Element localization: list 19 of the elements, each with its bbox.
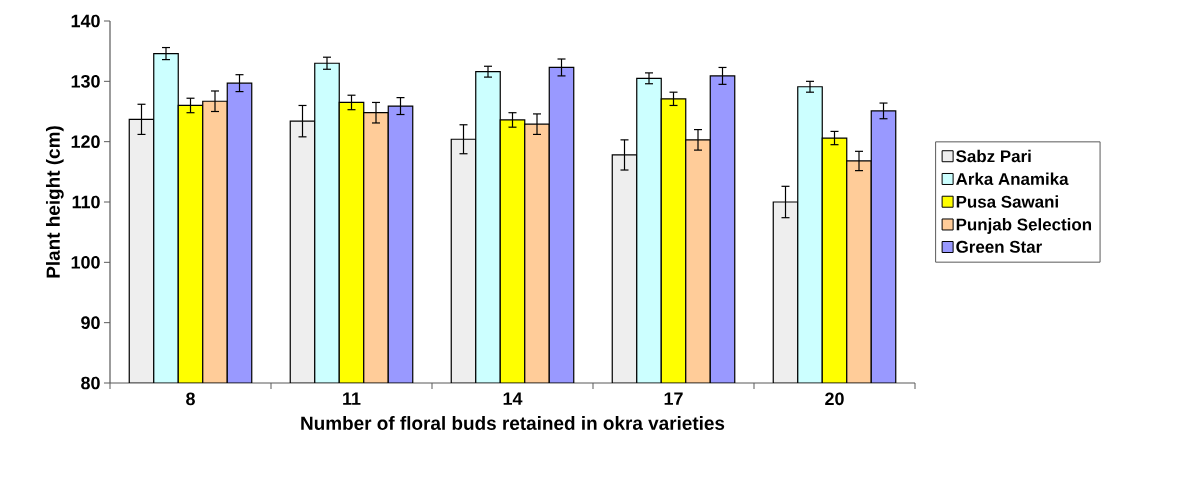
legend-label: Arka Anamika: [956, 172, 1069, 186]
x-axis-title: Number of floral buds retained in okra varieties: [301, 416, 725, 430]
y-tick-label: 100: [71, 255, 100, 269]
x-tick-label: 17: [664, 392, 683, 405]
legend-label: Green Star: [956, 240, 1042, 253]
y-tick-label: 80: [81, 376, 100, 390]
x-tick-label: 11: [343, 392, 361, 405]
legend-label: Sabz Pari: [956, 149, 1031, 163]
legend-label: Pusa Sawani: [956, 195, 1058, 208]
y-axis-title: Plant height (cm): [45, 126, 64, 278]
y-tick-label: 120: [71, 135, 100, 149]
y-tick-label: 130: [71, 74, 100, 88]
x-tick-label: 20: [825, 392, 844, 406]
y-tick-label: 110: [72, 195, 100, 209]
x-tick-label: 8: [186, 392, 195, 406]
y-tick-label: 90: [81, 316, 100, 330]
y-tick-label: 140: [71, 14, 100, 28]
legend-label: Punjab Selection: [956, 218, 1092, 234]
x-tick-label: 14: [503, 392, 523, 405]
